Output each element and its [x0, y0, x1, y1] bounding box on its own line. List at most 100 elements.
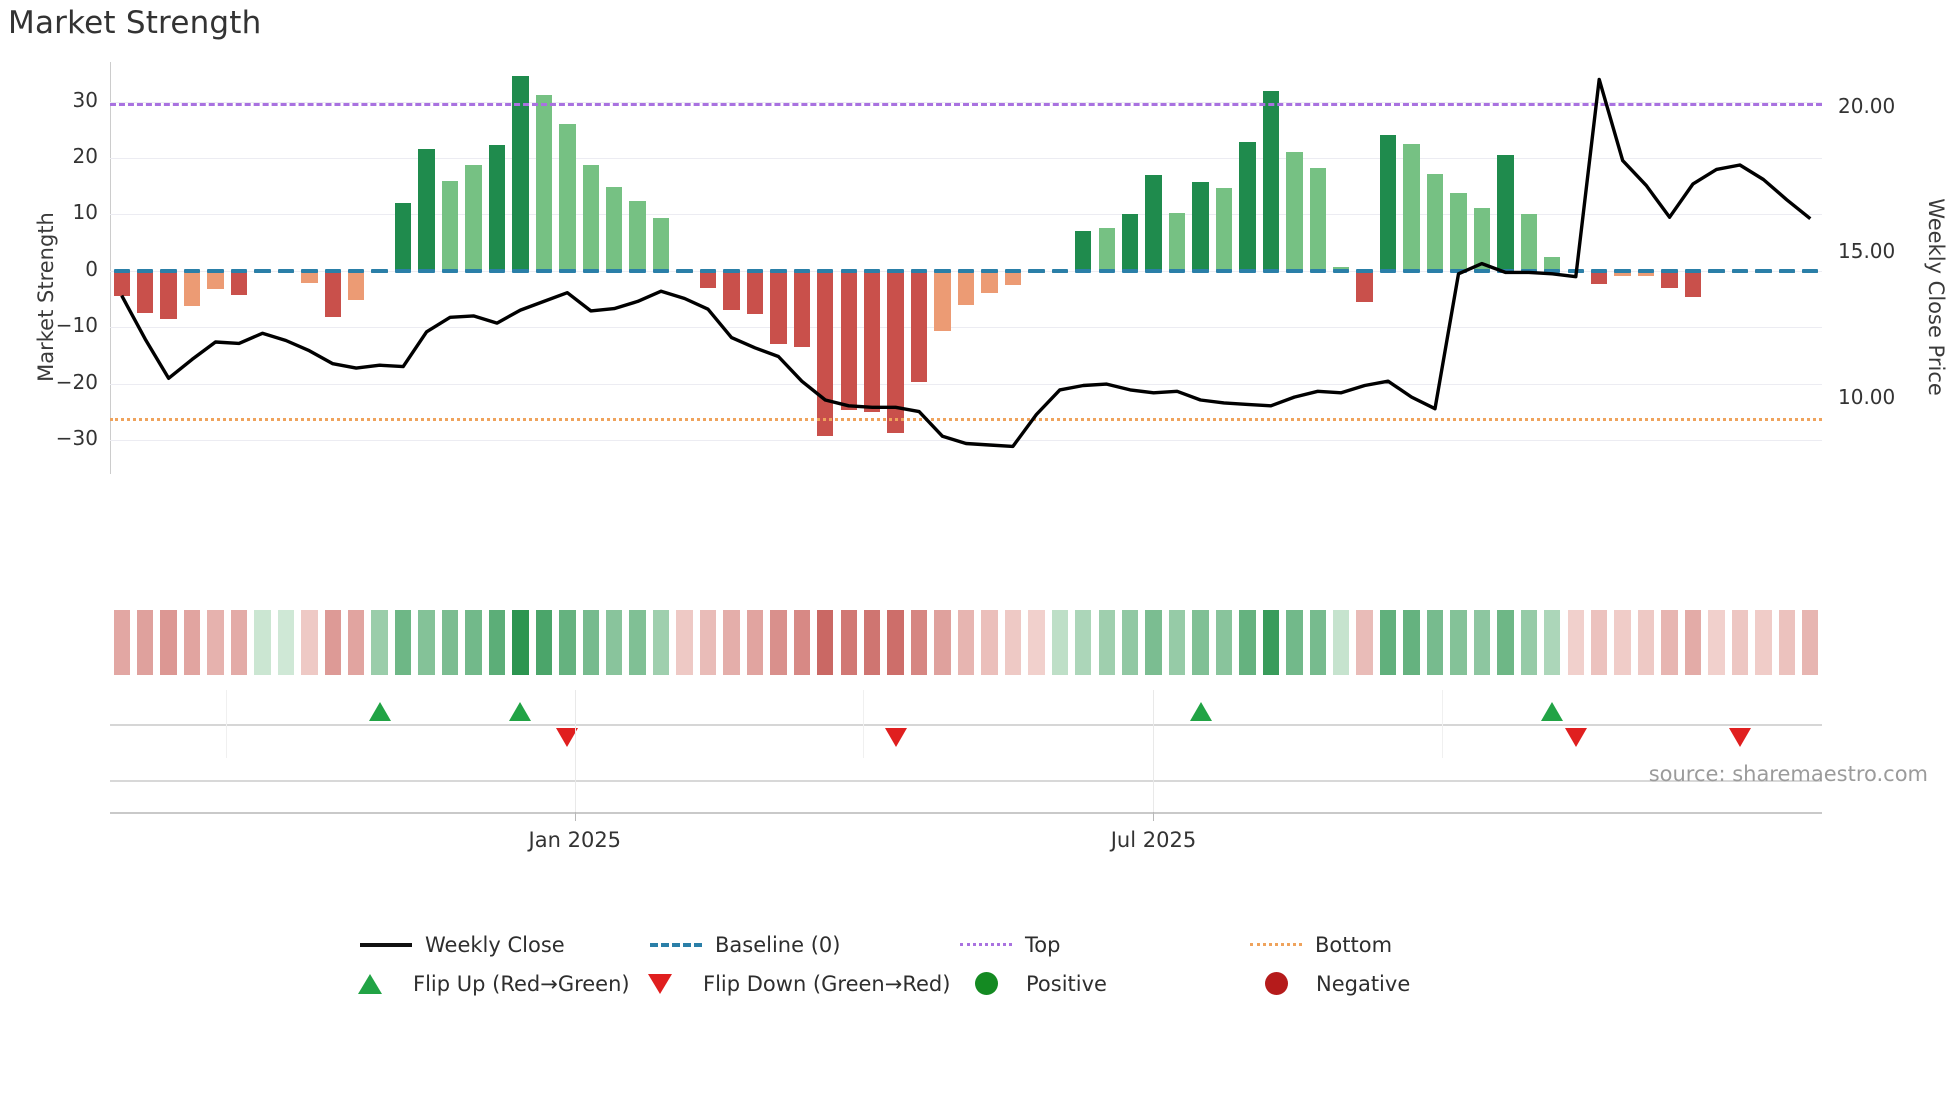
baseline-segment [301, 268, 318, 273]
bar [230, 270, 248, 295]
baseline-segment [1426, 268, 1444, 273]
baseline-segment [1075, 268, 1092, 273]
heatmap-cell [1684, 610, 1702, 675]
baseline-segment [1379, 268, 1397, 273]
bar [629, 201, 646, 271]
bar [301, 270, 318, 283]
legend-label: Weekly Close [425, 932, 565, 957]
heatmap-cell [371, 610, 388, 675]
bar [934, 270, 951, 332]
baseline-segment [1544, 268, 1561, 273]
heatmap-cell [1075, 610, 1092, 675]
legend-bottom[interactable]: Bottom [1250, 925, 1392, 964]
legend-flip-down[interactable]: Flip Down (Green→Red) [630, 964, 950, 1003]
heatmap-cell [582, 610, 599, 675]
baseline-segment [535, 268, 553, 273]
heatmap-cell [559, 610, 576, 675]
baseline-segment [1051, 268, 1068, 273]
baseline-segment [1755, 268, 1772, 273]
heatmap-cell [1473, 610, 1491, 675]
plot-area [110, 62, 1822, 474]
baseline-segment [512, 268, 529, 273]
bar [1145, 174, 1162, 271]
heatmap-cell [887, 610, 904, 675]
baseline-segment [1778, 268, 1796, 273]
legend-label: Top [1025, 932, 1061, 957]
bar [348, 270, 365, 300]
heatmap-cell [277, 610, 295, 675]
baseline-segment [1121, 268, 1139, 273]
baseline-segment [1614, 268, 1631, 273]
dashed-line-icon [650, 942, 702, 947]
baseline-segment [910, 268, 928, 273]
heatmap-cell [1028, 610, 1045, 675]
baseline-segment [957, 268, 975, 273]
bar [394, 202, 412, 271]
heatmap-cell [1637, 610, 1655, 675]
page-title: Market Strength [8, 5, 262, 41]
heatmap-cell [1778, 610, 1796, 675]
bar [863, 270, 881, 412]
legend-label: Baseline (0) [715, 932, 841, 957]
heatmap-cell [1590, 610, 1608, 675]
heatmap-cell [465, 610, 482, 675]
source-note: source: sharemaestro.com [1648, 762, 1928, 786]
flip-band-tick [1441, 690, 1443, 758]
heatmap-cell [348, 610, 365, 675]
heatmap-cell [441, 610, 459, 675]
flip-up-marker [1541, 702, 1564, 721]
dotted-purple-line-icon [960, 943, 1012, 946]
bar [1356, 270, 1373, 303]
legend-positive[interactable]: Positive [960, 964, 1107, 1003]
bar [1379, 135, 1397, 271]
baseline-segment [230, 268, 248, 273]
baseline-segment [1590, 268, 1608, 273]
baseline-segment [1708, 268, 1725, 273]
heatmap-cell [1426, 610, 1444, 675]
flip-band-tick [863, 690, 865, 758]
heatmap-cell [1309, 610, 1326, 675]
heatmap-cell [840, 610, 857, 675]
bar [1239, 142, 1256, 271]
legend-negative[interactable]: Negative [1250, 964, 1410, 1003]
heatmap-cell [606, 610, 623, 675]
heatmap-cell [1731, 610, 1749, 675]
baseline-segment [348, 268, 365, 273]
heatmap-cell [817, 610, 834, 675]
bar [1590, 270, 1608, 285]
legend-baseline[interactable]: Baseline (0) [650, 925, 840, 964]
bar [136, 270, 154, 314]
heatmap-cell [1544, 610, 1561, 675]
top-reference-line [110, 102, 1822, 106]
baseline-segment [324, 268, 341, 273]
legend-label: Flip Down (Green→Red) [703, 971, 951, 996]
baseline-segment [559, 268, 576, 273]
y-axis-left-tick: −30 [55, 426, 98, 451]
baseline-segment [723, 268, 740, 273]
bar [488, 144, 506, 271]
triangle-down-icon [648, 973, 672, 994]
legend-top[interactable]: Top [960, 925, 1060, 964]
baseline-segment [1262, 268, 1280, 273]
flip-down-marker [1564, 728, 1587, 747]
bar [1450, 192, 1467, 271]
legend-weekly-close[interactable]: Weekly Close [360, 925, 565, 964]
y-axis-left-tick: 30 [72, 87, 98, 112]
x-axis-tick-mark [1153, 812, 1155, 821]
baseline-segment [277, 268, 295, 273]
baseline-segment [582, 268, 599, 273]
baseline-segment [488, 268, 506, 273]
heatmap-cell [863, 610, 881, 675]
bar [441, 180, 459, 271]
flip-down-marker [884, 728, 907, 747]
x-axis-tick-label: Jan 2025 [528, 828, 622, 852]
heatmap-cell [1356, 610, 1373, 675]
heatmap-cell [1333, 610, 1350, 675]
x-axis-guide [1153, 690, 1155, 812]
baseline-segment [254, 268, 271, 273]
baseline-segment [887, 268, 904, 273]
baseline-segment [160, 268, 177, 273]
legend-flip-up[interactable]: Flip Up (Red→Green) [340, 964, 630, 1003]
gridline [110, 157, 1822, 159]
baseline-segment [1004, 268, 1022, 273]
